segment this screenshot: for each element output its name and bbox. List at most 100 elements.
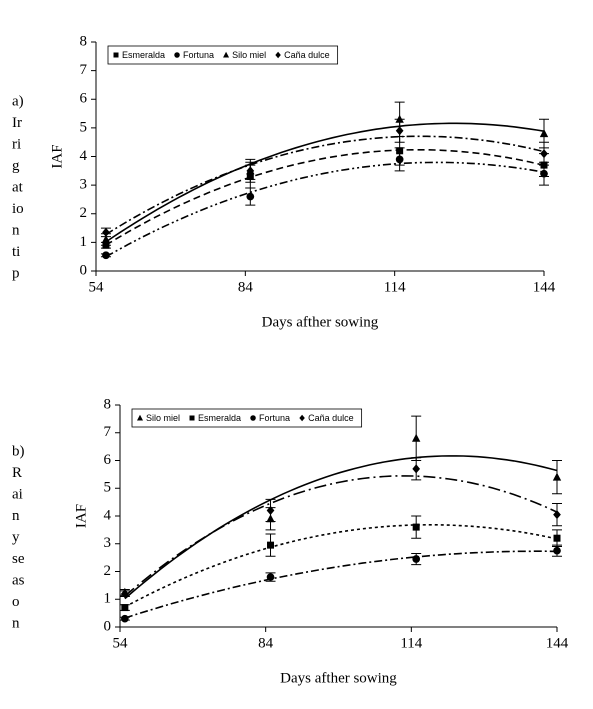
marker [246,192,255,201]
marker [266,573,275,581]
y-tick-label: 6 [104,452,112,468]
legend-label: Caña dulce [308,413,354,423]
y-tick-label: 7 [104,424,112,440]
side-label: as [12,572,25,588]
marker [121,604,129,612]
marker [101,234,111,244]
trend-line [105,161,545,258]
marker [540,149,548,159]
x-tick-label: 84 [258,635,274,651]
y-tick-label: 3 [80,177,88,193]
side-label: at [12,179,24,195]
side-label: io [12,201,24,217]
x-tick-label: 114 [400,635,422,651]
trend-line [124,475,558,597]
x-tick-label: 144 [533,279,556,295]
trend-line [105,122,545,243]
y-tick-label: 5 [104,480,112,496]
legend-marker [113,52,119,58]
marker [102,227,110,237]
marker [552,472,562,481]
marker [412,555,421,563]
x-axis-title: Days afther sowing [262,314,379,330]
marker [266,505,275,515]
marker [412,523,420,531]
marker [102,251,110,260]
legend-marker [189,415,195,421]
x-tick-label: 54 [89,279,105,295]
legend-marker [223,51,230,58]
y-tick-label: 8 [80,33,88,49]
legend-marker [299,414,305,422]
y-tick-label: 6 [80,91,88,107]
side-label: ai [12,486,23,502]
marker [395,126,404,136]
y-axis-title: IAF [49,144,65,168]
side-label: n [12,615,20,631]
side-label: g [12,158,20,174]
trend-line [124,455,558,600]
legend-marker [137,414,143,421]
marker [395,155,404,164]
side-label: y [12,529,20,545]
marker [553,546,561,555]
side-label: o [12,594,20,610]
legend-box [107,45,339,65]
side-label: Ir [12,115,22,131]
marker [539,129,549,138]
y-tick-label: 4 [104,507,112,523]
legend-label: Esmeralda [122,50,165,60]
marker [553,534,561,542]
marker [540,169,548,178]
y-tick-label: 0 [104,618,112,634]
x-tick-label: 114 [384,279,406,295]
side-label: n [12,222,20,238]
side-label: ri [12,136,21,152]
marker [395,114,404,123]
y-tick-label: 5 [80,119,88,135]
y-tick-label: 2 [80,205,88,221]
legend-box [131,408,363,428]
side-label: n [12,508,20,524]
marker [121,589,129,599]
legend-marker [250,415,256,421]
trend-line [124,550,558,619]
legend-label: Fortuna [183,50,214,60]
marker [121,614,129,623]
legend-label: Esmeralda [198,413,241,423]
marker [246,166,255,176]
y-tick-label: 0 [80,262,88,278]
x-tick-label: 84 [238,279,254,295]
legend-label: Caña dulce [284,50,330,60]
side-label: R [12,465,22,481]
marker [411,433,421,442]
y-tick-label: 8 [104,396,112,412]
y-tick-label: 4 [80,148,88,164]
y-tick-label: 1 [80,234,88,250]
legend-label: Fortuna [259,413,290,423]
trend-line [105,135,545,236]
side-label: b) [12,443,25,459]
side-label: a) [12,93,24,109]
legend-marker [174,52,180,58]
side-label: se [12,551,25,567]
legend-label: Silo miel [146,413,180,423]
marker [267,541,275,549]
y-tick-label: 2 [104,563,112,579]
legend-label: Silo miel [232,50,266,60]
side-label: p [12,265,20,281]
side-label: ti [12,244,20,260]
marker [553,510,561,520]
x-tick-label: 144 [546,635,569,651]
x-tick-label: 54 [113,635,129,651]
y-tick-label: 3 [104,535,112,551]
x-axis-title: Days afther sowing [280,670,397,686]
y-axis-title: IAF [73,504,89,528]
trend-line [105,149,545,246]
trend-line [124,524,558,608]
marker [412,464,421,474]
y-tick-label: 1 [104,591,112,607]
legend-marker [275,51,281,59]
